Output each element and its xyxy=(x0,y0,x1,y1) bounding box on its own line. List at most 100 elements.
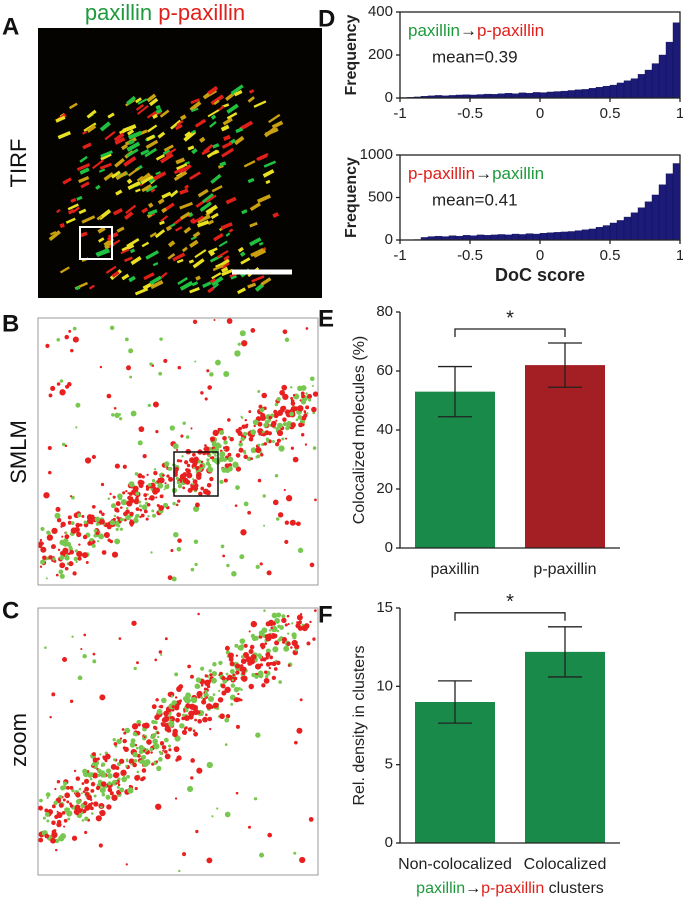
speckle xyxy=(121,243,135,253)
speckle xyxy=(289,386,293,389)
speckle xyxy=(207,465,211,469)
speckle xyxy=(190,674,194,679)
speckle xyxy=(71,635,74,638)
speckle xyxy=(132,751,138,758)
speckle xyxy=(61,535,64,538)
speckle xyxy=(301,419,305,424)
speckle xyxy=(177,499,181,503)
speckle xyxy=(126,178,133,185)
speckle xyxy=(169,189,179,198)
speckle xyxy=(211,670,218,677)
speckle xyxy=(280,412,284,415)
speckle xyxy=(239,554,245,560)
speckle xyxy=(225,468,230,474)
speckle xyxy=(223,440,228,445)
speckle xyxy=(150,187,156,193)
histogram-bar xyxy=(595,87,604,99)
speckle xyxy=(39,538,43,542)
speckle xyxy=(135,188,141,193)
histogram-bar xyxy=(539,232,548,241)
speckle xyxy=(273,667,278,671)
speckle xyxy=(110,503,116,509)
speckle xyxy=(257,421,263,427)
speckle xyxy=(209,278,217,284)
speckle xyxy=(230,84,244,95)
speckle xyxy=(239,666,245,672)
speckle xyxy=(158,371,163,376)
x-axis-label-part: → xyxy=(465,880,481,897)
speckle xyxy=(125,204,137,215)
speckle xyxy=(102,755,106,759)
speckle xyxy=(150,280,164,290)
speckle xyxy=(174,703,180,709)
speckle xyxy=(237,692,240,696)
speckle xyxy=(190,484,196,491)
histogram-bar xyxy=(518,234,527,241)
speckle xyxy=(176,755,182,761)
speckle xyxy=(218,660,223,666)
speckle xyxy=(75,776,81,781)
speckle xyxy=(64,334,69,340)
speckle xyxy=(164,482,167,485)
speckle xyxy=(137,105,149,115)
speckle xyxy=(80,792,83,795)
speckle xyxy=(265,621,271,627)
speckle xyxy=(233,686,240,693)
speckle xyxy=(88,284,95,290)
speckle xyxy=(138,500,142,504)
speckle xyxy=(59,573,65,579)
speckle xyxy=(204,444,207,447)
header-label: p-paxillin xyxy=(158,0,245,25)
speckle xyxy=(145,517,149,521)
speckle xyxy=(147,124,158,133)
speckle xyxy=(162,473,165,477)
speckle xyxy=(138,483,144,489)
annotation: p-paxillin→paxillin xyxy=(408,164,544,183)
speckle xyxy=(111,170,121,179)
speckle xyxy=(212,143,220,149)
histogram-bar xyxy=(560,231,569,241)
speckle xyxy=(238,442,243,447)
speckle xyxy=(75,426,78,429)
speckle xyxy=(140,513,145,518)
speckle xyxy=(156,731,160,735)
speckle xyxy=(111,795,115,799)
speckle xyxy=(255,446,262,454)
speckle xyxy=(107,538,111,542)
speckle xyxy=(155,171,161,176)
speckle xyxy=(77,556,82,561)
speckle xyxy=(262,169,275,178)
histogram-bar xyxy=(546,232,555,241)
speckle xyxy=(137,473,143,479)
speckle xyxy=(226,103,239,114)
speckle xyxy=(193,731,199,737)
speckle xyxy=(90,802,94,805)
speckle xyxy=(237,430,243,437)
speckle xyxy=(282,329,288,335)
speckle xyxy=(213,318,216,322)
speckle xyxy=(184,184,190,190)
speckle xyxy=(65,785,70,790)
speckle xyxy=(257,390,261,393)
histogram-bar xyxy=(497,234,506,241)
speckle xyxy=(149,362,153,366)
speckle xyxy=(176,480,181,485)
speckle xyxy=(297,547,304,553)
speckle xyxy=(56,810,59,813)
speckle xyxy=(265,179,271,185)
histogram-bar xyxy=(609,84,618,99)
histogram-bar xyxy=(637,74,646,99)
speckle xyxy=(253,424,256,428)
speckle xyxy=(217,427,221,431)
speckle xyxy=(219,161,227,167)
speckle xyxy=(253,797,258,801)
speckle xyxy=(140,755,144,759)
speckle xyxy=(95,815,102,822)
speckle xyxy=(240,664,244,668)
speckle xyxy=(115,527,119,531)
speckle xyxy=(309,562,315,568)
speckle xyxy=(117,783,121,787)
speckle xyxy=(203,446,210,452)
x-tick-label: 0.5 xyxy=(600,105,621,122)
speckle xyxy=(51,692,56,697)
